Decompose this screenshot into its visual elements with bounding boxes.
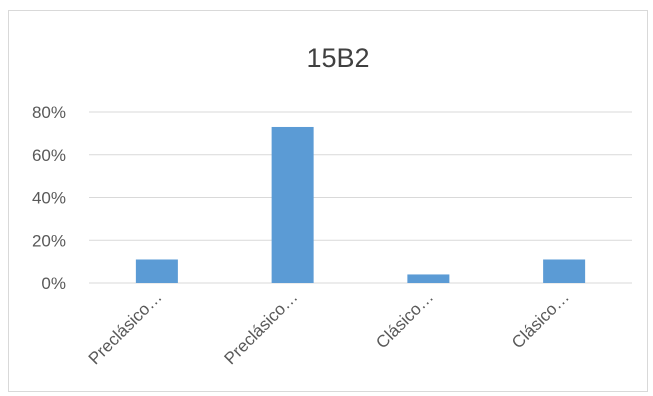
x-axis-ticks: Preclásico… Preclásico… Clásico… Clásico… [85, 287, 573, 368]
y-tick-label: 60% [32, 146, 66, 165]
x-tick-label: Clásico… [372, 287, 437, 352]
chart-frame [8, 10, 648, 392]
bar [407, 274, 450, 283]
y-tick-label: 0% [41, 274, 66, 293]
y-tick-label: 80% [32, 103, 66, 122]
bar [271, 126, 314, 284]
bar [543, 259, 586, 283]
x-tick-label: Preclásico… [85, 287, 166, 368]
bar [135, 259, 178, 283]
chart-title: 15B2 [306, 43, 369, 73]
x-tick-label: Preclásico… [221, 287, 302, 368]
y-tick-label: 20% [32, 231, 66, 250]
y-axis-ticks: 0% 20% 40% 60% 80% [32, 103, 66, 293]
y-tick-label: 40% [32, 189, 66, 208]
x-tick-label: Clásico… [508, 287, 573, 352]
bars [135, 126, 586, 284]
gridlines [89, 111, 632, 284]
